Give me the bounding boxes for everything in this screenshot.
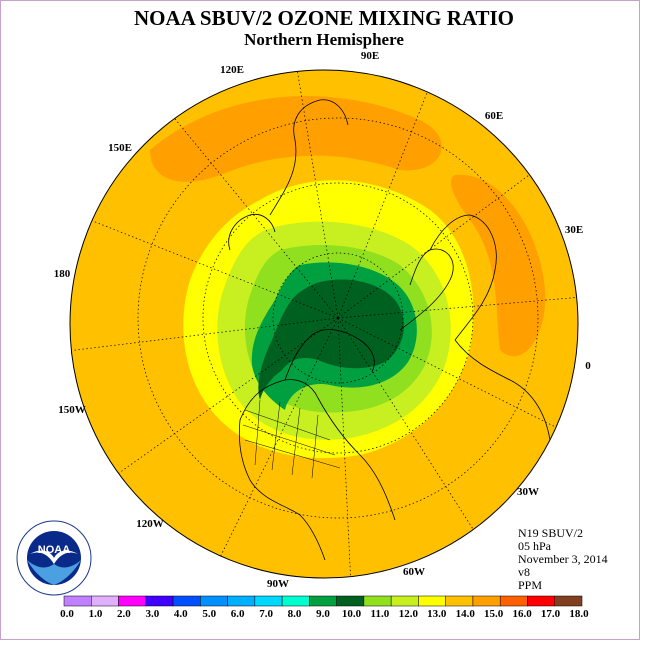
latitude-circle — [272, 252, 404, 384]
colorbar-tick-label: 12.0 — [398, 608, 418, 620]
colorbar-tick-label: 9.0 — [316, 608, 330, 620]
colorbar-tick-label: 1.0 — [88, 608, 103, 620]
latitude-circle — [137, 117, 539, 519]
colorbar-tick-label: 13.0 — [427, 608, 447, 620]
lon-label-0: 0 — [585, 360, 591, 372]
lon-label-90w: 90W — [267, 578, 289, 590]
map-subtitle: Northern Hemisphere — [244, 30, 404, 49]
lon-label-150w: 150W — [58, 404, 86, 416]
meridian-line — [71, 317, 339, 351]
lon-label-120e: 120E — [220, 64, 244, 76]
info-units: PPM — [518, 578, 543, 592]
colorbar-tick-label: 2.0 — [117, 608, 131, 620]
colorbar-tick-label: 15.0 — [484, 608, 504, 620]
meridian-line — [174, 118, 339, 319]
ozone-band-15 — [450, 174, 546, 357]
colorbar-tick-label: 6.0 — [230, 608, 245, 620]
lon-label-120w: 120W — [136, 518, 164, 530]
meridian-line — [118, 317, 339, 474]
colorbar-tick-label: 18.0 — [569, 608, 589, 620]
state-borders — [242, 399, 341, 479]
info-pressure: 05 hPa — [518, 539, 551, 553]
info-satellite: N19 SBUV/2 — [518, 526, 584, 540]
meridian-line — [337, 317, 474, 530]
graticule — [71, 71, 577, 577]
ozone-band-9 — [258, 279, 404, 400]
ozone-field — [70, 70, 578, 578]
colorbar-tick-label: 5.0 — [202, 608, 217, 620]
noaa-logo: NOAA — [16, 520, 92, 596]
lon-label-150e: 150E — [108, 142, 132, 154]
info-version: v8 — [518, 565, 530, 579]
colorbar-tick-label: 16.0 — [512, 608, 532, 620]
colorbar-tick-label: 10.0 — [341, 608, 362, 620]
map-title: NOAA SBUV/2 OZONE MIXING RATIO — [134, 6, 514, 30]
colorbar-tick-label: 17.0 — [540, 608, 561, 620]
lon-label-90e: 90E — [360, 50, 380, 62]
figure-frame — [0, 0, 640, 640]
latitude-circle — [202, 182, 474, 454]
info-date: November 3, 2014 — [518, 552, 608, 566]
meridian-line — [337, 317, 351, 577]
lon-label-30e: 30E — [564, 224, 584, 236]
colorbar-tick-label: 8.0 — [287, 608, 302, 620]
meridian-line — [337, 91, 428, 319]
lon-label-30w: 30W — [517, 486, 539, 498]
map-boundary — [69, 69, 579, 579]
lon-label-60e: 60E — [484, 110, 504, 122]
meridian-line — [337, 317, 557, 428]
meridian-line — [91, 220, 339, 319]
coastlines — [228, 99, 551, 561]
lon-label-60w: 60W — [403, 566, 425, 578]
colorbar-tick-label: 3.0 — [145, 608, 160, 620]
ozone-band-15 — [150, 96, 442, 182]
logo-text: NOAA — [38, 544, 70, 556]
lon-label-180: 180 — [53, 268, 71, 280]
colorbar-tick-label: 7.0 — [259, 608, 273, 620]
colorbar-tick-label: 14.0 — [455, 608, 475, 620]
meridian-line — [297, 71, 339, 319]
colorbar-tick-label: 0.0 — [60, 608, 74, 620]
colorbar-tick-label: 4.0 — [173, 608, 188, 620]
colorbar-tick-label: 11.0 — [370, 608, 390, 620]
